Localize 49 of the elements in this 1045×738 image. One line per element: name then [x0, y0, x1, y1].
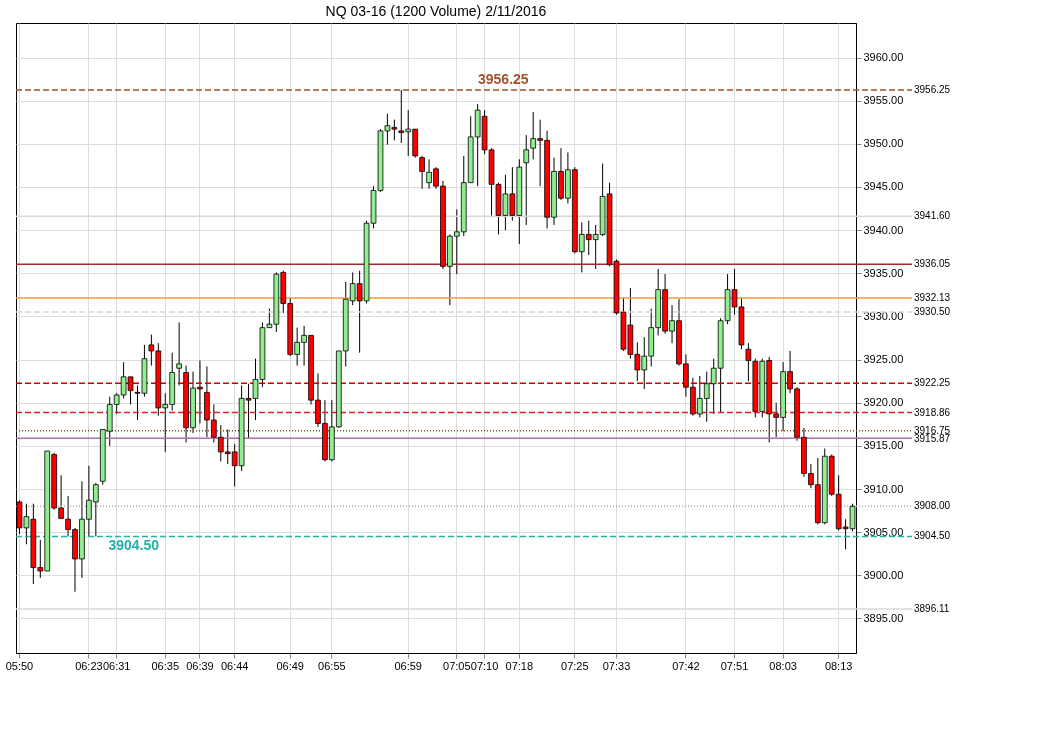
x-tick-label: 08:13: [824, 659, 853, 672]
y-tick-label: 3910.00: [863, 482, 904, 495]
y-tick-label: 3915.00: [863, 439, 904, 452]
ref-line-label: 3956.25: [914, 83, 951, 95]
x-tick-label: 06:23: [75, 659, 103, 672]
ref-line-label: 3941.60: [914, 210, 951, 222]
candlestick: [176, 321, 182, 386]
x-tick-label: 06:44: [220, 659, 249, 672]
x-tick-label: 07:05: [443, 659, 471, 672]
y-tick-label: 3930.00: [863, 309, 904, 322]
candlestick: [523, 134, 530, 226]
x-tick-label: 06:59: [394, 659, 422, 672]
y-tick-label: 3905.00: [863, 525, 904, 538]
ref-line-label: 3918.86: [914, 406, 951, 418]
x-tick-label: 07:33: [602, 659, 631, 672]
ref-line-label: 3932.13: [914, 292, 951, 304]
x-tick-label: 06:55: [318, 659, 346, 672]
x-tick-label: 07:18: [505, 659, 534, 672]
y-tick-label: 3960.00: [863, 51, 904, 64]
y-tick-label: 3940.00: [863, 223, 904, 236]
candlestick: [745, 342, 752, 382]
ref-line-label: 3908.00: [914, 500, 951, 512]
x-tick-label: 06:49: [276, 659, 304, 672]
x-tick-label: 07:10: [470, 659, 499, 672]
y-tick-label: 3925.00: [863, 353, 904, 366]
x-tick-label: 08:03: [769, 659, 797, 672]
candlestick: [419, 155, 425, 190]
x-tick-label: 06:31: [102, 659, 131, 672]
y-tick-label: 3950.00: [863, 137, 904, 150]
y-tick-label: 3945.00: [863, 180, 904, 193]
x-tick-label: 07:25: [561, 659, 589, 672]
y-tick-label: 3895.00: [863, 611, 904, 624]
y-tick-label: 3935.00: [863, 266, 904, 279]
ref-line-label: 3930.50: [914, 306, 951, 318]
ref-line-label: 3904.50: [914, 530, 951, 542]
y-tick-label: 3920.00: [863, 396, 904, 409]
annotation: 3956.25: [478, 70, 529, 87]
y-tick-label: 3955.00: [863, 94, 904, 107]
x-tick-label: 07:42: [672, 659, 700, 672]
x-tick-label: 05:50: [5, 659, 34, 672]
x-tick-label: 07:51: [720, 659, 749, 672]
x-tick-label: 06:35: [151, 659, 180, 672]
x-tick-label: 06:39: [186, 659, 214, 672]
ref-line-label: 3922.25: [914, 377, 951, 389]
ref-line-label: 3896.11: [914, 602, 950, 614]
y-tick-label: 3900.00: [863, 568, 904, 581]
ref-line-label: 3936.05: [914, 258, 951, 270]
annotation: 3904.50: [108, 537, 160, 554]
chart-title: NQ 03-16 (1200 Volume) 2/11/2016: [325, 3, 547, 19]
